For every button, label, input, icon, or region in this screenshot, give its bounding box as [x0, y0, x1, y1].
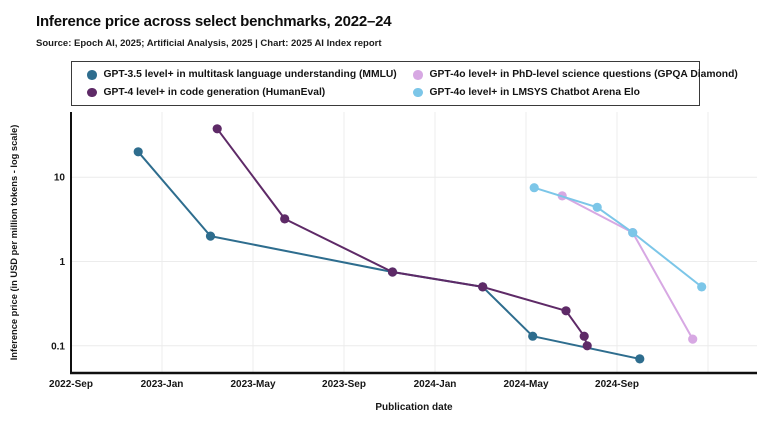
series-1 [212, 124, 592, 351]
legend-label-mmlu: GPT-3.5 level+ in multitask language und… [103, 69, 397, 81]
x-tick-label: 2024-Jan [414, 379, 457, 390]
data-point [205, 231, 216, 241]
chart-source-line: Source: Epoch AI, 2025; Artificial Analy… [36, 38, 382, 49]
x-tick-label: 2023-Sep [322, 379, 366, 390]
legend-item-gpqa: GPT-4o level+ in PhD-level science quest… [398, 69, 738, 80]
data-point [688, 334, 698, 344]
legend-item-humaneval: GPT-4 level+ in code generation (HumanEv… [72, 87, 398, 98]
data-point [528, 331, 538, 341]
legend-marker-arena-icon [413, 87, 423, 97]
data-point [697, 282, 707, 292]
legend-label-humaneval: GPT-4 level+ in code generation (HumanEv… [103, 86, 326, 98]
data-point [582, 341, 592, 351]
y-tick-labels: 10 1 0.1 [51, 173, 65, 353]
data-point [529, 183, 539, 193]
legend-marker-humaneval-icon [87, 87, 97, 97]
series-line-2 [561, 194, 694, 341]
series-3 [529, 183, 707, 292]
x-tick-label: 2024-May [503, 379, 548, 390]
y-tick-label: 10 [54, 173, 66, 184]
series-line-0 [137, 150, 641, 360]
legend-item-mmlu: GPT-3.5 level+ in multitask language und… [72, 69, 398, 80]
data-point [579, 331, 589, 341]
x-tick-label: 2023-Jan [141, 379, 184, 390]
x-tick-labels: 2022-Sep 2023-Jan 2023-May 2023-Sep 2024-Jan… [49, 379, 639, 390]
axes [70, 112, 757, 375]
series-0 [133, 147, 645, 364]
data-point [280, 214, 290, 224]
chart-title: Inference price across select benchmarks… [36, 13, 392, 30]
x-tick-label: 2022-Sep [49, 379, 93, 390]
data-point [635, 354, 645, 364]
x-axis-title: Publication date [375, 402, 453, 413]
legend-marker-gpqa-icon [413, 70, 423, 80]
x-tick-label: 2023-May [230, 379, 275, 390]
legend-label-arena: GPT-4o level+ in LMSYS Chatbot Arena Elo [429, 86, 640, 98]
y-tick-label: 0.1 [51, 341, 65, 352]
x-tick-label: 2024-Sep [595, 379, 639, 390]
y-tick-label: 1 [59, 257, 65, 268]
legend-marker-mmlu-icon [87, 70, 97, 80]
legend: GPT-3.5 level+ in multitask language und… [71, 61, 738, 106]
series-line-3 [533, 186, 703, 288]
data-point [628, 228, 638, 238]
legend-label-gpqa: GPT-4o level+ in PhD-level science quest… [429, 69, 738, 81]
data-point [561, 306, 571, 316]
series-line-1 [216, 127, 589, 347]
data-point [478, 282, 488, 292]
data-point [212, 124, 222, 134]
legend-item-arena: GPT-4o level+ in LMSYS Chatbot Arena Elo [398, 87, 738, 98]
data-point [133, 147, 143, 157]
data-point [387, 267, 398, 277]
y-axis-title: Inference price (in USD per million toke… [9, 125, 19, 361]
gridlines [70, 112, 757, 373]
data-point [592, 202, 602, 212]
